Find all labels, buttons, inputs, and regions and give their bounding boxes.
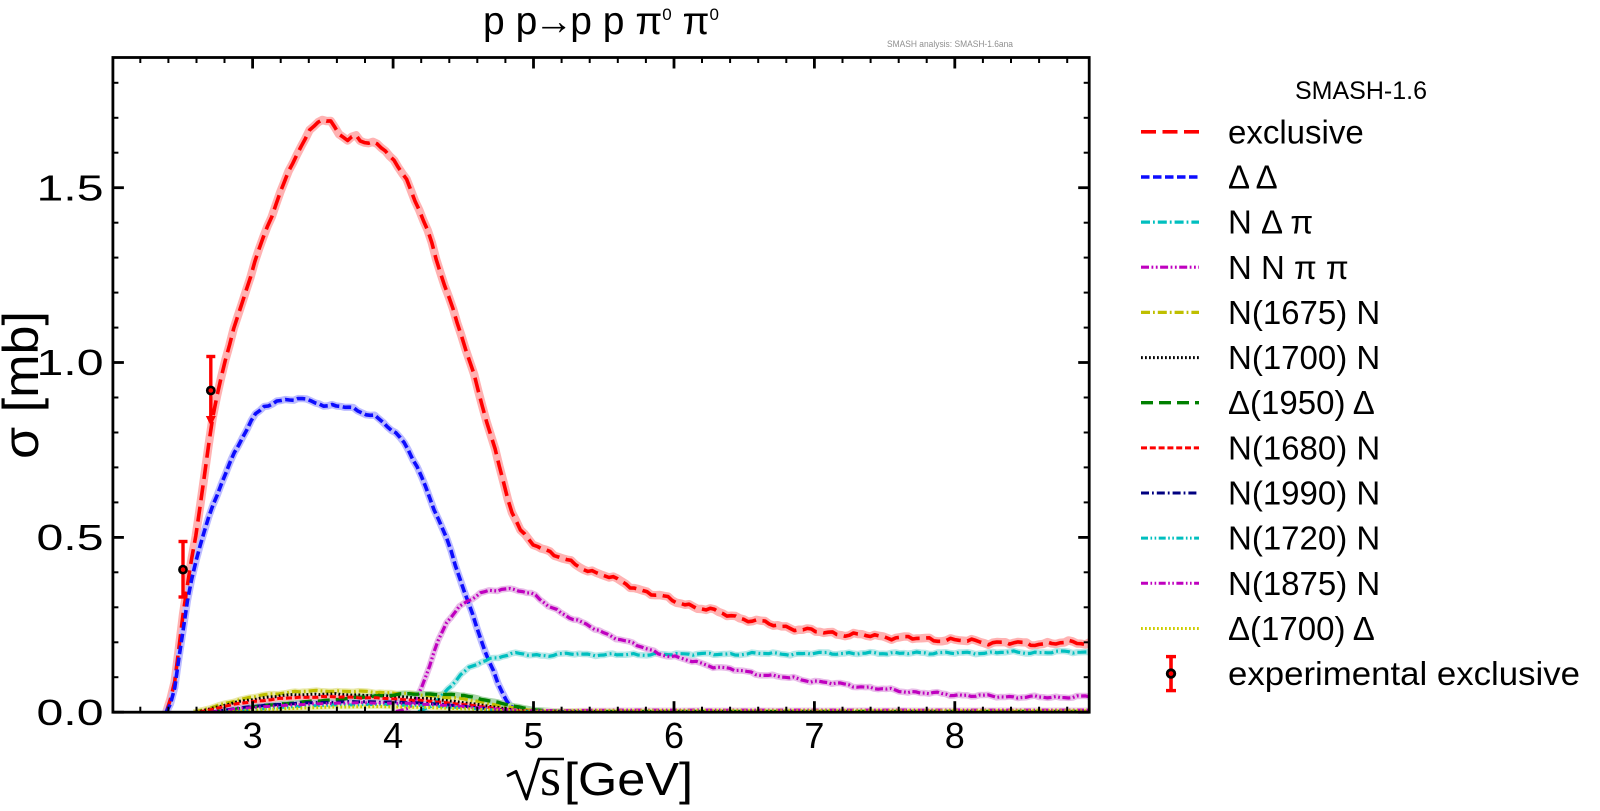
svg-text:N(1675) N: N(1675) N [1228,294,1380,331]
svg-text:3: 3 [243,715,263,756]
svg-text:N(1990) N: N(1990) N [1228,475,1380,512]
svg-text:8: 8 [945,715,965,756]
svg-text:0.5: 0.5 [37,517,104,558]
svg-text:N N π π: N N π π [1228,249,1349,286]
svg-text:s: s [540,747,561,807]
svg-text:[GeV]: [GeV] [564,753,693,805]
svg-text:N(1720) N: N(1720) N [1228,520,1380,557]
svg-text:7: 7 [804,715,824,756]
svg-text:4: 4 [383,715,403,756]
svg-text:5: 5 [523,715,543,756]
svg-text:N(1680) N: N(1680) N [1228,429,1380,466]
svg-text:1.5: 1.5 [37,167,104,208]
svg-text:exclusive: exclusive [1228,113,1364,150]
svg-text:0.0: 0.0 [37,692,104,733]
svg-text:Δ Δ: Δ Δ [1228,159,1278,196]
svg-text:N(1700) N: N(1700) N [1228,339,1380,376]
svg-text:1.0: 1.0 [37,342,104,383]
svg-text:σ [mb]: σ [mb] [0,311,49,459]
svg-text:SMASH analysis: SMASH-1.6ana: SMASH analysis: SMASH-1.6ana [887,39,1014,50]
svg-text:p p→p p π0 π0: p p→p p π0 π0 [483,0,719,43]
svg-text:6: 6 [664,715,684,756]
svg-text:experimental exclusive: experimental exclusive [1228,655,1580,692]
svg-text:N(1875) N: N(1875) N [1228,565,1380,602]
svg-text:Δ(1700) Δ: Δ(1700) Δ [1228,610,1375,647]
svg-text:Δ(1950) Δ: Δ(1950) Δ [1228,384,1375,421]
svg-text:N Δ π: N Δ π [1228,204,1313,241]
svg-text:SMASH-1.6: SMASH-1.6 [1295,77,1427,105]
